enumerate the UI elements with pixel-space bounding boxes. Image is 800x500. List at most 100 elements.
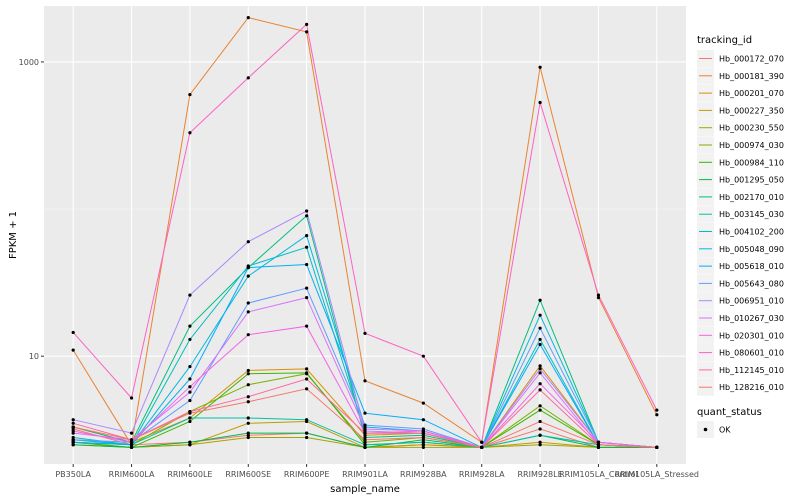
- legend-label: Hb_006951_010: [719, 297, 784, 306]
- data-point: [305, 387, 309, 391]
- data-point: [421, 440, 425, 444]
- data-point: [655, 408, 659, 412]
- data-point: [188, 419, 192, 424]
- legend-label: Hb_004102_200: [719, 228, 784, 237]
- data-point: [421, 445, 425, 449]
- data-point: [363, 443, 367, 447]
- data-point: [305, 377, 309, 381]
- data-point: [363, 331, 367, 335]
- data-point: [188, 443, 192, 447]
- data-point: [538, 298, 542, 302]
- major-gridlines: [44, 6, 686, 464]
- data-point: [246, 368, 250, 373]
- data-point: [421, 431, 425, 435]
- x-tick-label: PB350LA: [55, 470, 91, 479]
- data-point: [188, 390, 192, 394]
- data-point: [538, 100, 542, 105]
- legend-label: Hb_005048_090: [719, 245, 784, 254]
- data-point: [129, 396, 134, 400]
- legend-label: Hb_020301_010: [719, 331, 784, 340]
- data-point: [538, 65, 542, 69]
- data-point: [538, 313, 542, 317]
- data-point: [305, 324, 309, 328]
- series-points: [71, 16, 659, 449]
- data-point: [363, 440, 367, 444]
- legend-items: Hb_000172_070 Hb_000181_390 Hb_000201_070 H…: [697, 50, 784, 396]
- data-point: [596, 440, 601, 444]
- data-point: [246, 333, 250, 337]
- data-point: [538, 342, 542, 347]
- data-point: [421, 401, 425, 405]
- x-axis-title: sample_name: [330, 484, 400, 495]
- data-point: [596, 293, 601, 297]
- data-point: [363, 431, 367, 435]
- data-point: [305, 22, 309, 26]
- data-point: [71, 440, 75, 444]
- data-point: [71, 418, 75, 422]
- data-point: [538, 371, 542, 375]
- data-point: [188, 398, 192, 403]
- data-point: [538, 382, 542, 386]
- data-point: [538, 337, 542, 342]
- data-point: [305, 371, 309, 375]
- data-point: [480, 440, 484, 444]
- y-axis: 10 1000: [19, 58, 44, 361]
- data-point: [188, 416, 192, 420]
- data-point: [246, 421, 250, 425]
- data-point: [363, 435, 367, 440]
- data-point: [538, 367, 542, 371]
- x-tick-label: RRIM928BA: [400, 470, 447, 479]
- quant-status-legend-items: OK: [697, 421, 731, 438]
- y-tick-label: 10: [29, 352, 39, 361]
- data-point: [480, 445, 484, 449]
- data-point: [538, 419, 542, 424]
- data-point: [655, 413, 659, 417]
- legend-label: Hb_080601_010: [719, 349, 784, 358]
- data-point: [363, 427, 367, 431]
- data-point: [246, 274, 250, 278]
- data-point: [305, 418, 309, 422]
- data-point: [246, 395, 250, 399]
- data-point: [305, 262, 309, 267]
- data-point: [305, 367, 309, 371]
- data-point: [538, 433, 542, 437]
- data-point: [246, 240, 250, 244]
- data-point: [596, 443, 601, 447]
- data-point: [363, 438, 367, 442]
- data-point: [188, 92, 192, 97]
- data-point: [129, 445, 134, 449]
- data-point: [71, 443, 75, 447]
- data-point: [363, 445, 367, 449]
- data-point: [538, 364, 542, 368]
- data-point: [421, 354, 425, 358]
- data-point: [246, 16, 250, 20]
- data-point: [538, 408, 542, 412]
- data-point: [538, 440, 542, 444]
- data-point: [305, 234, 309, 238]
- x-axis: PB350LA RRIM600LA RRIM600LE RRIM600SE RRIM60…: [55, 464, 699, 479]
- legend-label: Hb_010267_030: [719, 314, 784, 323]
- data-point: [363, 379, 367, 383]
- data-point: [305, 209, 309, 213]
- legend-label: Hb_000201_070: [719, 89, 784, 98]
- data-point: [129, 431, 134, 435]
- data-point: [246, 383, 250, 387]
- data-point: [246, 310, 250, 314]
- quant-status-legend-title: quant_status: [697, 407, 762, 418]
- data-point: [305, 435, 309, 440]
- data-point: [305, 296, 309, 300]
- data-point: [129, 443, 134, 447]
- x-tick-label: RRIM928LE: [518, 470, 563, 479]
- data-point: [129, 440, 134, 444]
- legend-label: Hb_005643_080: [719, 279, 784, 288]
- data-point: [71, 429, 75, 433]
- data-point: [538, 427, 542, 431]
- legend-label: Hb_000230_550: [719, 124, 784, 133]
- data-point: [655, 445, 659, 449]
- legend-label: Hb_000172_070: [719, 55, 784, 64]
- data-point: [538, 404, 542, 408]
- legend-label: OK: [719, 426, 731, 435]
- data-point: [188, 324, 192, 328]
- data-point: [538, 326, 542, 330]
